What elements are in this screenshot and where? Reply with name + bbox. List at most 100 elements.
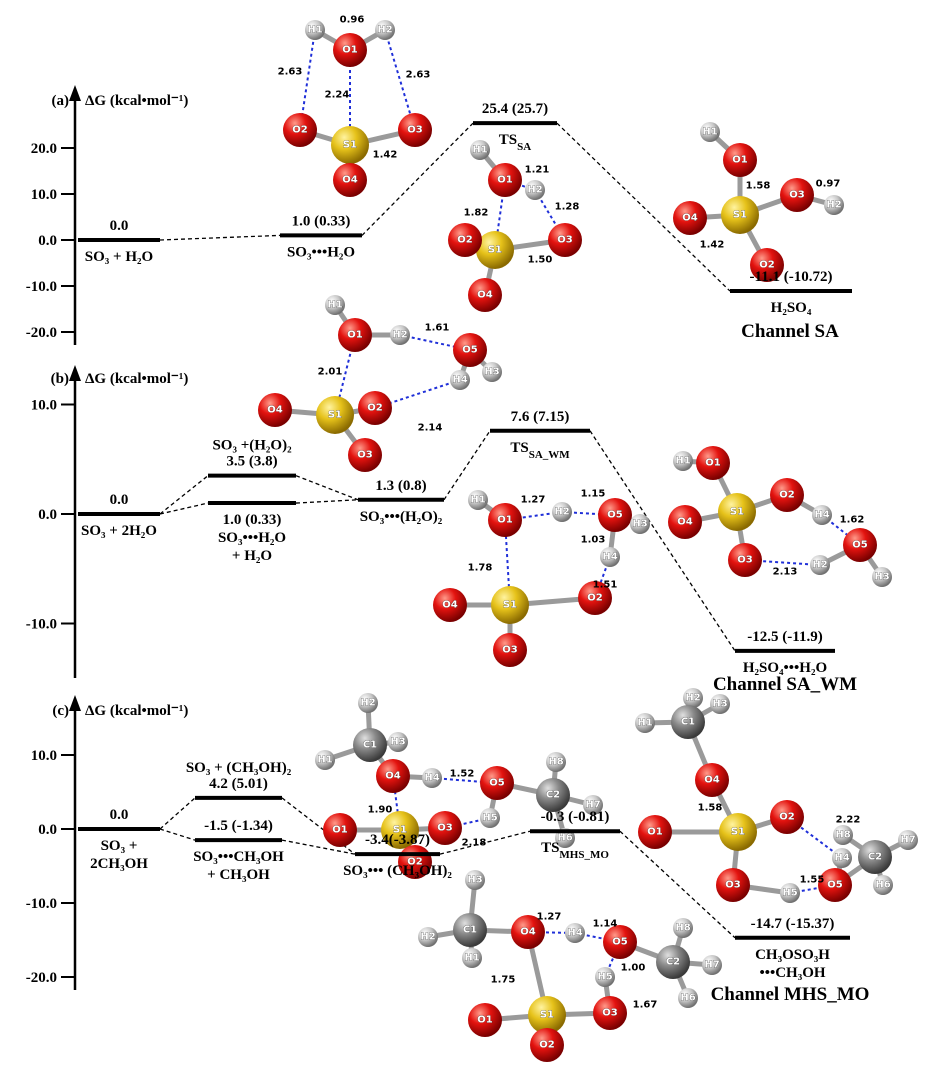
- bond-length: 1.62: [840, 515, 865, 526]
- atom-label: O4: [267, 405, 283, 416]
- species: SO₃•••(H₂O)₂: [360, 509, 443, 525]
- bond-length: 1.51: [593, 580, 618, 591]
- atom-label: H2: [554, 507, 569, 518]
- y-tick-label: 10.0: [31, 187, 57, 203]
- atom-label: O4: [385, 771, 401, 782]
- atom-label: H3: [390, 737, 405, 748]
- atom-label: O1: [332, 825, 348, 836]
- molecule: H1O1H2O5H3H4O2S1O4O31.271.151.031.781.51: [433, 489, 650, 668]
- bond-length: 1.03: [581, 535, 606, 546]
- species-subscript: MHS_MO: [559, 849, 609, 861]
- atom-label: H3: [712, 699, 727, 710]
- bond-length: 1.82: [464, 208, 489, 219]
- level-label: -11.1 (-10.72): [750, 269, 833, 285]
- level-label: 1.0 (0.33): [292, 213, 351, 229]
- atom-label: H4: [424, 773, 439, 784]
- species-text: SO₃•••CH₃OH: [193, 849, 284, 865]
- species: SO₃ +: [101, 838, 138, 854]
- bond-length: 1.58: [746, 181, 771, 192]
- species-text: 2CH₃OH: [90, 856, 148, 872]
- molecule: H1O1S1O3H2O4O21.580.971.42: [673, 122, 844, 282]
- atom-label: O3: [557, 235, 573, 246]
- level-label: 0.0: [110, 492, 129, 508]
- atom-label: O2: [367, 403, 383, 414]
- bond-length: 1.75: [491, 975, 516, 986]
- bond-length: 1.14: [593, 919, 618, 930]
- bond-length: 2.22: [836, 815, 861, 826]
- atom-label: O5: [852, 540, 868, 551]
- atom-label: H5: [482, 813, 497, 824]
- species: 2CH₃OH: [90, 856, 148, 872]
- atom-label: H3: [632, 519, 647, 530]
- atom-label: H6: [557, 833, 572, 844]
- connector: [557, 123, 730, 291]
- atom-label: H2: [377, 25, 392, 36]
- bond-length: 1.42: [700, 240, 725, 251]
- species: H₂SO₄: [771, 300, 812, 316]
- bond-length: 1.55: [800, 875, 825, 886]
- atom-label: O3: [437, 823, 453, 834]
- atom-label: O5: [462, 345, 478, 356]
- connector: [444, 431, 490, 500]
- atom-label: C2: [868, 852, 882, 863]
- y-tick-label: -10.0: [26, 896, 57, 912]
- bond-length: 0.96: [340, 15, 365, 26]
- atom-label: O4: [342, 175, 358, 186]
- level-label: 3.5 (3.8): [226, 454, 277, 470]
- atom-label: O1: [342, 45, 358, 56]
- atom-label: O2: [779, 490, 795, 501]
- species: SO₃ + (CH₃OH)₂: [186, 760, 292, 776]
- atom-label: O1: [705, 458, 721, 469]
- species-text: CH₃OSO₃H: [755, 947, 830, 963]
- atom-label: H3: [874, 572, 889, 583]
- atom-label: H5: [782, 888, 797, 899]
- atom-label: S1: [733, 210, 747, 221]
- atom-label: H1: [675, 456, 690, 467]
- atom-label: O3: [407, 125, 423, 136]
- atom-label: O3: [737, 555, 753, 566]
- atom-label: H1: [317, 755, 332, 766]
- atom-label: H8: [548, 757, 563, 768]
- species: CH₃OSO₃H: [755, 947, 830, 963]
- axis-label: ΔG (kcal•mol⁻¹): [85, 93, 188, 109]
- species-text: + CH₃OH: [207, 867, 270, 883]
- bond-length: 2.01: [318, 367, 343, 378]
- atom-label: H1: [470, 495, 485, 506]
- atom-label: H7: [900, 835, 915, 846]
- atom-label: H2: [360, 698, 375, 709]
- atom-label: S1: [328, 410, 342, 421]
- channel-label: Channel SA: [741, 321, 839, 342]
- level-label: -12.5 (-11.9): [747, 629, 822, 645]
- atom-label: H8: [835, 830, 850, 841]
- atom-label: O3: [789, 190, 805, 201]
- channel-label: Channel SA_WM: [713, 674, 857, 695]
- level-label: 4.2 (5.01): [209, 776, 268, 792]
- connector: [160, 829, 195, 840]
- figure: (a)ΔG (kcal•mol⁻¹)20.010.00.0-10.0-20.0H…: [0, 0, 925, 1066]
- y-tick-label: 20.0: [31, 141, 57, 157]
- connector: [160, 798, 195, 829]
- axis-arrow: [69, 365, 81, 381]
- atom-label: O3: [725, 880, 741, 891]
- species: SO₃•••H₂O: [218, 530, 286, 546]
- bond-length: 1.58: [698, 803, 723, 814]
- bond-length: 2.14: [418, 423, 443, 434]
- atom-label: O1: [497, 515, 513, 526]
- level-label: 7.6 (7.15): [511, 409, 570, 425]
- species-text: H₂SO₄: [771, 300, 812, 316]
- atom-label: O2: [457, 235, 473, 246]
- bond-length: 1.42: [373, 150, 398, 161]
- atom-label: O4: [682, 213, 698, 224]
- atom-label: O1: [732, 155, 748, 166]
- species: SO₃•••CH₃OH: [193, 849, 284, 865]
- atom-label: C1: [681, 717, 695, 728]
- atom-label: H1: [702, 127, 717, 138]
- connector: [160, 235, 280, 240]
- species-text: TS: [499, 132, 517, 148]
- species: TSMHS_MO: [541, 840, 609, 861]
- level-label: 1.0 (0.33): [223, 512, 282, 528]
- species-text: SO₃ + H₂O: [85, 249, 153, 265]
- species-text: SO₃•••H₂O: [218, 530, 286, 546]
- axis-arrow: [69, 695, 81, 711]
